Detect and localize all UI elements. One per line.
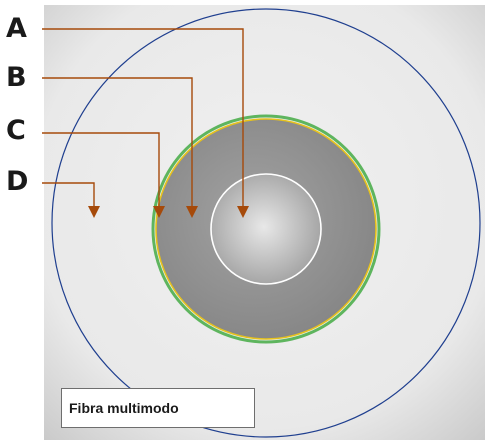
arrow-heads: [88, 206, 249, 218]
core-disk: [210, 173, 322, 285]
leader-line-d: [42, 182, 95, 208]
arrow-head-d-icon: [88, 206, 100, 218]
caption-box: Fibra multimodo: [61, 388, 255, 428]
label-letter-b: B: [6, 62, 27, 93]
arrow-head-b-icon: [186, 206, 198, 218]
label-letter-a: A: [6, 13, 27, 44]
arrow-head-a-icon: [237, 206, 249, 218]
outer-boundary-circle: [51, 8, 481, 438]
leader-line-a: [42, 28, 244, 208]
label-letter-d: D: [6, 166, 29, 197]
label-letter-c: C: [6, 115, 26, 146]
caption-text: Fibra multimodo: [69, 400, 179, 416]
coating-yellow-ring: [155, 118, 377, 340]
leader-lines: [42, 28, 244, 208]
leader-line-c: [42, 132, 160, 208]
coating-green-ring: [151, 114, 381, 344]
leader-line-b: [42, 77, 193, 208]
arrow-head-c-icon: [153, 206, 165, 218]
